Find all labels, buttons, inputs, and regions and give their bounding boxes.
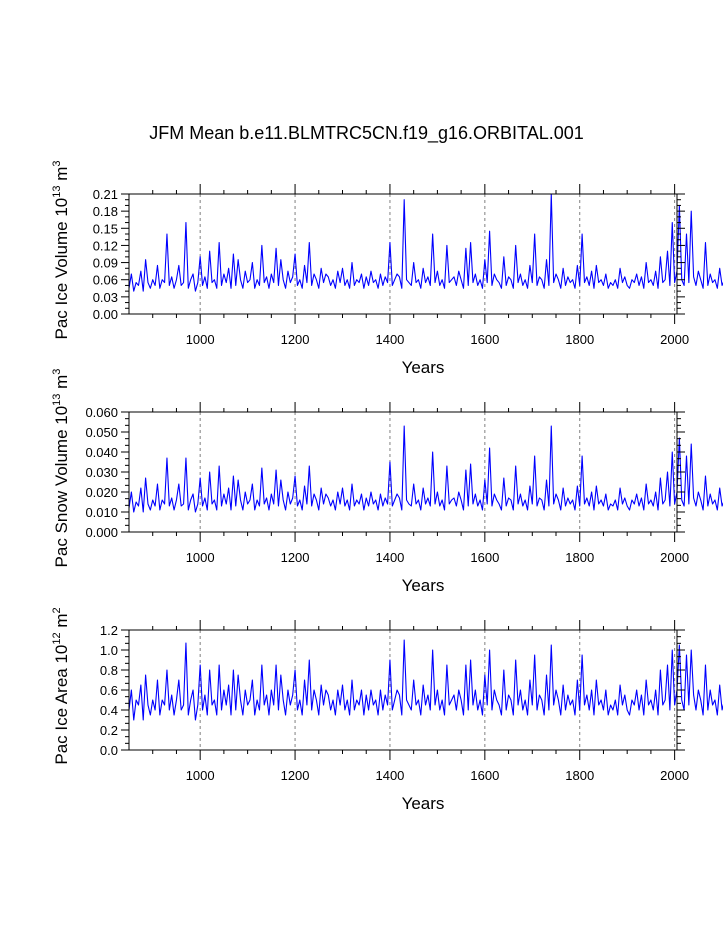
y-tick-label: 0.09 — [93, 256, 118, 271]
y-axis-title: Pac Snow Volume 1013 m3 — [51, 369, 71, 568]
panel-3: 1000 1200 1400 1600 1800 2000 0.0 0.2 0.4 0.6 0.8 1… — [51, 607, 723, 813]
x-tick-label: 1800 — [565, 332, 594, 347]
panel-1: 1000 1200 1400 1600 1800 2000 0.00 0.03 0.06 0.09… — [51, 160, 723, 377]
x-tick-label: 1000 — [186, 550, 215, 565]
y-tick-label: 0.030 — [85, 465, 118, 480]
panel-2: 1000 1200 1400 1600 1800 2000 0.000 0.010 0.020 0… — [51, 369, 723, 595]
y-axis-title: Pac Ice Area 1012 m2 — [51, 607, 71, 764]
y-axis-title-text: Pac Snow Volume 10 — [52, 406, 71, 568]
x-tick-label: 1800 — [565, 768, 594, 783]
y-axis-title-text: Pac Ice Volume 10 — [52, 198, 71, 340]
plot-frame — [128, 193, 678, 315]
y-axis-title-unit-exponent: 2 — [51, 607, 63, 613]
x-tick-label: 1600 — [470, 768, 499, 783]
x-tick-label: 1600 — [470, 550, 499, 565]
x-tick-label: 2000 — [660, 332, 689, 347]
y-axis-title-unit-exponent: 3 — [51, 160, 63, 166]
y-axis-title-unit-exponent: 3 — [51, 369, 63, 375]
y-tick-label: 0.000 — [85, 525, 118, 540]
x-tick-label: 1800 — [565, 550, 594, 565]
y-axis-title-text: Pac Ice Area 10 — [52, 645, 71, 765]
figure-title: JFM Mean b.e11.BLMTRC5CN.f19_g16.ORBITAL… — [149, 123, 584, 143]
x-tick-label: 1200 — [281, 768, 310, 783]
x-axis-title: Years — [402, 358, 445, 377]
y-tick-label: 0.18 — [93, 204, 118, 219]
x-axis-title: Years — [402, 794, 445, 813]
x-tick-label: 1600 — [470, 332, 499, 347]
x-tick-label: 1400 — [375, 550, 404, 565]
x-tick-label: 1200 — [281, 550, 310, 565]
x-tick-label: 1400 — [375, 332, 404, 347]
y-tick-label: 0.060 — [85, 405, 118, 420]
x-tick-label: 2000 — [660, 768, 689, 783]
y-tick-label: 0.0 — [100, 743, 118, 758]
y-tick-label: 1.2 — [100, 623, 118, 638]
series-line — [128, 639, 723, 721]
y-tick-label: 0.8 — [100, 663, 118, 678]
y-tick-label: 0.15 — [93, 221, 118, 236]
x-tick-label: 2000 — [660, 550, 689, 565]
y-axis-title-unit: m — [52, 613, 71, 632]
y-tick-label: 0.020 — [85, 485, 118, 500]
y-axis-title-unit: m — [52, 167, 71, 186]
y-tick-label: 0.21 — [93, 187, 118, 202]
x-tick-label: 1200 — [281, 332, 310, 347]
y-tick-label: 0.6 — [100, 683, 118, 698]
series-line — [128, 193, 723, 292]
x-tick-label: 1400 — [375, 768, 404, 783]
y-axis-title-exponent: 13 — [51, 186, 63, 198]
y-tick-label: 0.010 — [85, 505, 118, 520]
y-tick-label: 0.03 — [93, 290, 118, 305]
y-tick-label: 0.06 — [93, 273, 118, 288]
y-tick-label: 0.050 — [85, 425, 118, 440]
y-axis-title: Pac Ice Volume 1013 m3 — [51, 160, 71, 339]
x-axis-title: Years — [402, 576, 445, 595]
y-axis-title-unit: m — [52, 375, 71, 394]
y-axis-title-exponent: 13 — [51, 394, 63, 406]
x-tick-label: 1000 — [186, 332, 215, 347]
y-tick-label: 0.2 — [100, 723, 118, 738]
y-tick-label: 0.4 — [100, 703, 118, 718]
x-tick-label: 1000 — [186, 768, 215, 783]
y-tick-label: 1.0 — [100, 643, 118, 658]
y-tick-label: 0.00 — [93, 307, 118, 322]
y-tick-label: 0.12 — [93, 238, 118, 253]
series-line — [128, 425, 723, 513]
y-axis-title-exponent: 12 — [51, 632, 63, 644]
y-tick-label: 0.040 — [85, 445, 118, 460]
